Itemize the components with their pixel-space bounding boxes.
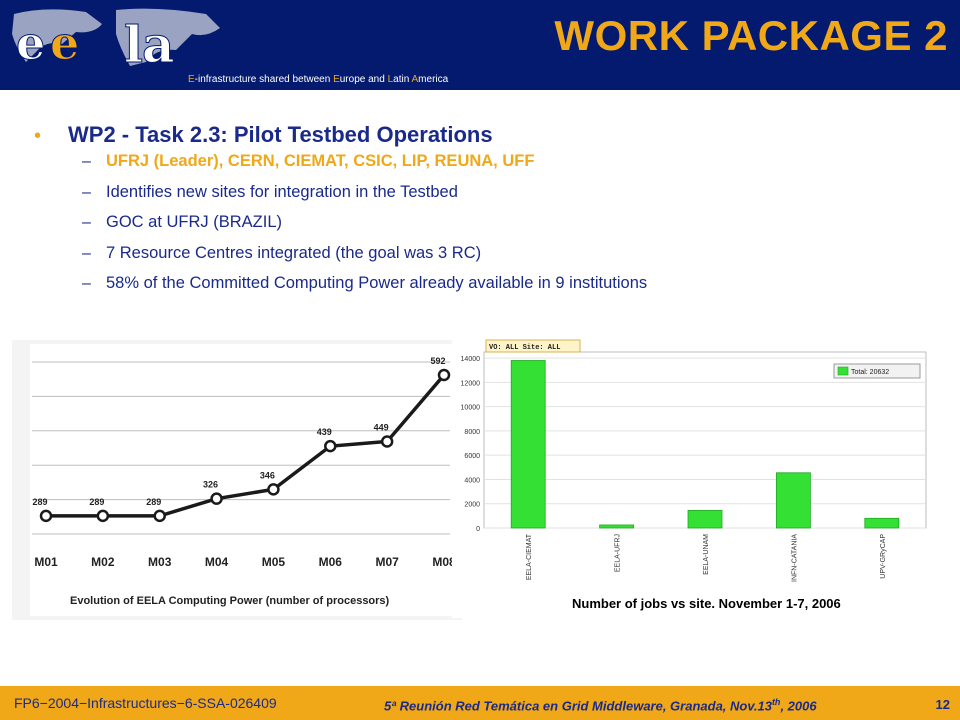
legend-box [833,363,921,379]
x-tick-label: EELA-UFRJ [615,534,622,572]
tagline-part: E [188,74,195,85]
plot-area [483,351,927,529]
y-tick-label: 2000 [464,502,480,509]
jobs-per-site-chart: 0 2000 4000 6000 8000 10000 12000 14000 VO: ALL … [452,328,934,618]
bar [687,509,723,529]
bar [510,360,546,529]
legend-label: Total: 20632 [851,369,889,376]
x-tick-label: M05 [262,555,286,569]
main-content: • WP2 - Task 2.3: Pilot Testbed Operatio… [30,122,930,305]
x-tick-label: M03 [148,555,172,569]
dash-icon: – [82,275,91,292]
tagline-part: A [411,74,419,85]
chart-title: Evolution of EELA Computing Power (numbe… [70,595,390,607]
dash-icon: – [82,183,91,201]
data-point [39,509,53,523]
sub-item-text: UFRJ (Leader), CERN, CIEMAT, CSIC, LIP, … [106,152,535,170]
data-label: 439 [317,427,332,437]
y-tick-label: 12000 [461,380,481,387]
y-tick-label: 8000 [464,429,480,436]
y-tick-label: 4000 [464,477,480,484]
tagline-part: atin [393,74,412,85]
svg-text:e: e [16,16,45,70]
data-point [380,435,394,448]
x-tick-label: INFN-CATANIA [791,534,798,582]
footer-event-tail: , 2006 [780,698,817,714]
data-label: 449 [374,422,389,432]
sub-list: – UFRJ (Leader), CERN, CIEMAT, CSIC, LIP… [82,152,930,305]
series-line [46,373,446,518]
legend-swatch [837,366,849,376]
x-tick-label: M07 [375,555,399,569]
bullet-item: • WP2 - Task 2.3: Pilot Testbed Operatio… [30,122,930,148]
x-tick-label: EELA-CIEMAT [526,533,533,580]
data-label: 289 [89,497,104,507]
sub-item-text: Identifies new sites for integration in … [106,182,458,201]
sub-item: – UFRJ (Leader), CERN, CIEMAT, CSIC, LIP… [82,152,930,183]
footer-event-sup: th [771,697,781,707]
x-tick-label: M01 [34,555,58,569]
data-point [437,368,451,382]
tagline-part: merica [418,74,449,85]
page-title: WORK PACKAGE 2 [554,12,948,59]
data-label: 346 [260,470,275,480]
footer-project-code: FP6−2004−Infrastructures−6-SSA-026409 [14,695,277,711]
sub-item-text: 58% of the Committed Computing Power alr… [106,274,648,292]
sub-item: – Identifies new sites for integration i… [82,183,930,214]
eela-logo: e e l a [12,8,220,74]
tagline-part: L [387,74,394,85]
y-tick-label: 0 [476,526,480,533]
bar [599,524,635,529]
tagline: E-infrastructure shared between Europe a… [188,74,448,85]
bullet-text: WP2 - Task 2.3: Pilot Testbed Operations [68,122,493,147]
data-label: 592 [430,356,445,366]
bar [775,472,811,529]
bullet-icon: • [34,125,42,147]
footer-event-main: 5ª Reunión Red Temática en Grid Middlewa… [384,698,772,714]
header-band: e e l a E-infrastructure shared between … [0,0,960,90]
sub-item: – GOC at UFRJ (BRAZIL) [82,213,930,244]
footer-band: FP6−2004−Infrastructures−6-SSA-026409 5ª… [0,686,960,720]
sub-item-text: 7 Resource Centres integrated (the goal … [106,243,482,262]
tagline-part: urope and [339,74,388,85]
data-point [96,509,110,523]
data-point [153,509,166,523]
svg-text:a: a [142,15,174,74]
bar [864,517,900,529]
dash-icon: – [82,214,91,231]
chart-header-label: VO: ALL Site: ALL [489,344,560,352]
line-chart-svg: 289 289 289 326 346 439 449 592 M01 M02 M03 M04 M05 M… [30,344,456,616]
data-label: 326 [203,480,218,490]
x-tick-label: M04 [205,555,229,569]
x-tick-label: M06 [319,555,343,569]
dash-icon: – [82,153,91,170]
sub-item: – 7 Resource Centres integrated (the goa… [82,244,930,275]
sub-item-text: GOC at UFRJ (BRAZIL) [106,213,283,231]
svg-text:l: l [124,15,143,74]
dash-icon: – [82,244,91,262]
data-point [324,439,337,453]
y-tick-label: 6000 [464,453,480,460]
sub-item: – 58% of the Committed Computing Power a… [82,274,930,305]
data-label: 289 [146,497,161,507]
svg-text:e: e [50,16,79,70]
x-tick-label: M02 [91,555,115,569]
data-point [267,483,280,496]
bar-chart-svg: 0 2000 4000 6000 8000 10000 12000 14000 VO: ALL … [461,339,927,582]
computing-power-chart: 289 289 289 326 346 439 449 592 M01 M02 M03 M04 M05 M… [12,340,462,620]
footer-event: 5ª Reunión Red Temática en Grid Middlewa… [384,697,817,713]
data-point [210,492,223,505]
tagline-part: E [333,74,340,85]
data-label: 289 [32,497,47,507]
x-tick-label: EELA-UNAM [703,534,710,575]
y-tick-label: 14000 [461,356,481,363]
chart-background [30,344,454,616]
y-tick-label: 10000 [461,405,481,412]
page-number: 12 [935,697,950,712]
x-tick-label: UPV-GRyCAP [880,534,887,579]
tagline-part: -infrastructure shared between [194,74,334,85]
x-tick-label: M08 [432,555,456,569]
chart-header-box [485,339,581,353]
bar-chart-caption: Number of jobs vs site. November 1-7, 20… [572,596,841,611]
